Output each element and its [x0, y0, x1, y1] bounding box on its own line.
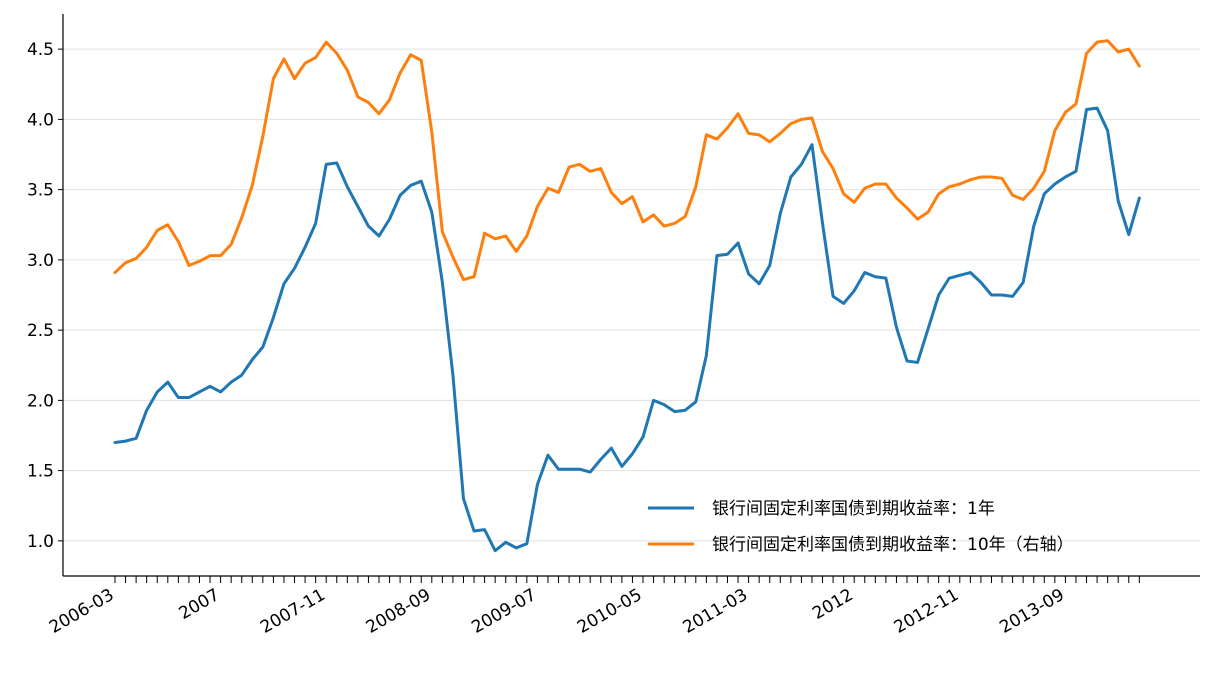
legend-label-2: 银行间固定利率国债到期收益率：10年（右轴） [712, 535, 1074, 555]
x-tick-label: 2007 [176, 585, 223, 624]
series-lines [113, 39, 1141, 553]
y-tick-label: 1.5 [27, 462, 54, 482]
y-tick-label: 2.0 [27, 391, 54, 411]
x-tick-label: 2012-11 [891, 585, 963, 638]
x-tick-label: 2006-03 [46, 585, 118, 638]
series-line-1 [113, 106, 1141, 553]
x-tick-label: 2013-09 [996, 585, 1068, 638]
legend-label-1: 银行间固定利率国债到期收益率：1年 [712, 499, 995, 519]
grid-lines [63, 48, 1200, 542]
series-line-2 [113, 39, 1141, 282]
x-tick-label: 2010-05 [574, 585, 646, 638]
x-tick-label: 2012 [809, 585, 856, 624]
x-tick-label: 2008-09 [363, 585, 435, 638]
y-tick-label: 4.5 [27, 40, 54, 60]
x-tick-label: 2011-03 [680, 585, 752, 638]
y-tick-label: 3.5 [27, 181, 54, 201]
y-tick-label: 4.0 [27, 110, 54, 130]
x-tick-label: 2009-07 [468, 585, 540, 638]
y-tick-label: 3.0 [27, 251, 54, 271]
x-tick-label: 2007-11 [257, 585, 329, 638]
y-tick-label: 2.5 [27, 321, 54, 341]
y-tick-label: 1.0 [27, 532, 54, 552]
